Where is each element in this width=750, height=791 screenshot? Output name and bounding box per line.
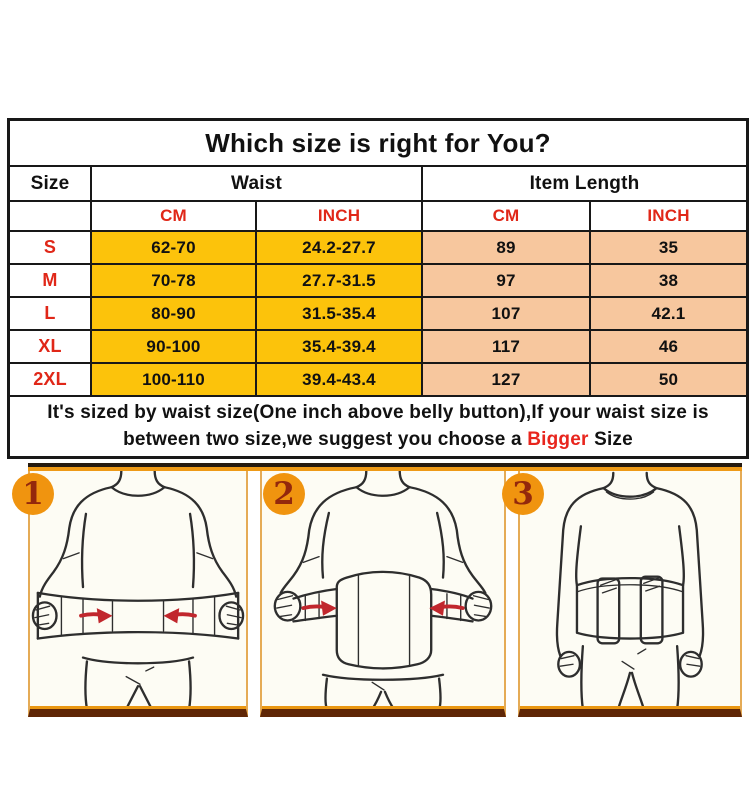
size-note-line1: It's sized by waist size(One inch above … — [47, 402, 709, 424]
length-inch-value: 42.1 — [591, 298, 746, 331]
waist-inch-value: 24.2-27.7 — [257, 232, 423, 265]
size-row-label: XL — [10, 331, 92, 364]
column-header-size: Size — [10, 167, 92, 202]
length-cm-value: 107 — [423, 298, 591, 331]
size-note-line2-suffix: Size — [588, 428, 633, 450]
step-1-figure-illustration — [31, 471, 245, 709]
waist-inch-value: 39.4-43.4 — [257, 364, 423, 397]
size-row-label: S — [10, 232, 92, 265]
step-1-badge: 1 — [12, 473, 54, 515]
step-3-badge: 3 — [502, 473, 544, 515]
step-2-panel: 2 — [260, 471, 506, 717]
waist-cm-value: 62-70 — [92, 232, 257, 265]
steps-top-border-dark — [28, 463, 742, 467]
length-inch-value: 38 — [591, 265, 746, 298]
step-2-badge: 2 — [263, 473, 305, 515]
unit-header-length-cm: CM — [423, 202, 591, 232]
steps-top-border-orange — [28, 467, 742, 471]
size-note-row: It's sized by waist size(One inch above … — [10, 397, 746, 456]
size-row-label: 2XL — [10, 364, 92, 397]
length-inch-value: 46 — [591, 331, 746, 364]
step-1-panel: 1 — [12, 471, 248, 717]
length-inch-value: 50 — [591, 364, 746, 397]
length-cm-value: 89 — [423, 232, 591, 265]
waist-inch-value: 27.7-31.5 — [257, 265, 423, 298]
size-row-label: M — [10, 265, 92, 298]
size-grid: Which size is right for You? Size Waist … — [10, 121, 746, 456]
size-note-line2-prefix: between two size,we suggest you choose a — [123, 428, 528, 450]
step-3-figure-illustration — [555, 471, 705, 709]
unit-header-waist-inch: INCH — [257, 202, 423, 232]
waist-inch-value: 35.4-39.4 — [257, 331, 423, 364]
steps-panels: 1 — [12, 471, 742, 717]
length-cm-value: 117 — [423, 331, 591, 364]
unit-header-length-inch: INCH — [591, 202, 746, 232]
size-table: Which size is right for You? Size Waist … — [7, 118, 749, 459]
waist-cm-value: 100-110 — [92, 364, 257, 397]
waist-cm-value: 70-78 — [92, 265, 257, 298]
length-inch-value: 35 — [591, 232, 746, 265]
column-header-item-length: Item Length — [423, 167, 746, 202]
unit-header-waist-cm: CM — [92, 202, 257, 232]
waist-inch-value: 31.5-35.4 — [257, 298, 423, 331]
waist-cm-value: 80-90 — [92, 298, 257, 331]
unit-header-blank — [10, 202, 92, 232]
length-cm-value: 127 — [423, 364, 591, 397]
step-3-panel: 3 — [502, 471, 742, 717]
waist-cm-value: 90-100 — [92, 331, 257, 364]
wearing-steps-guide: 1 — [12, 463, 742, 717]
column-header-waist: Waist — [92, 167, 423, 202]
size-note-bigger-highlight: Bigger — [527, 428, 589, 450]
size-note-line2: between two size,we suggest you choose a… — [123, 427, 633, 453]
size-row-label: L — [10, 298, 92, 331]
table-title: Which size is right for You? — [10, 121, 746, 167]
length-cm-value: 97 — [423, 265, 591, 298]
